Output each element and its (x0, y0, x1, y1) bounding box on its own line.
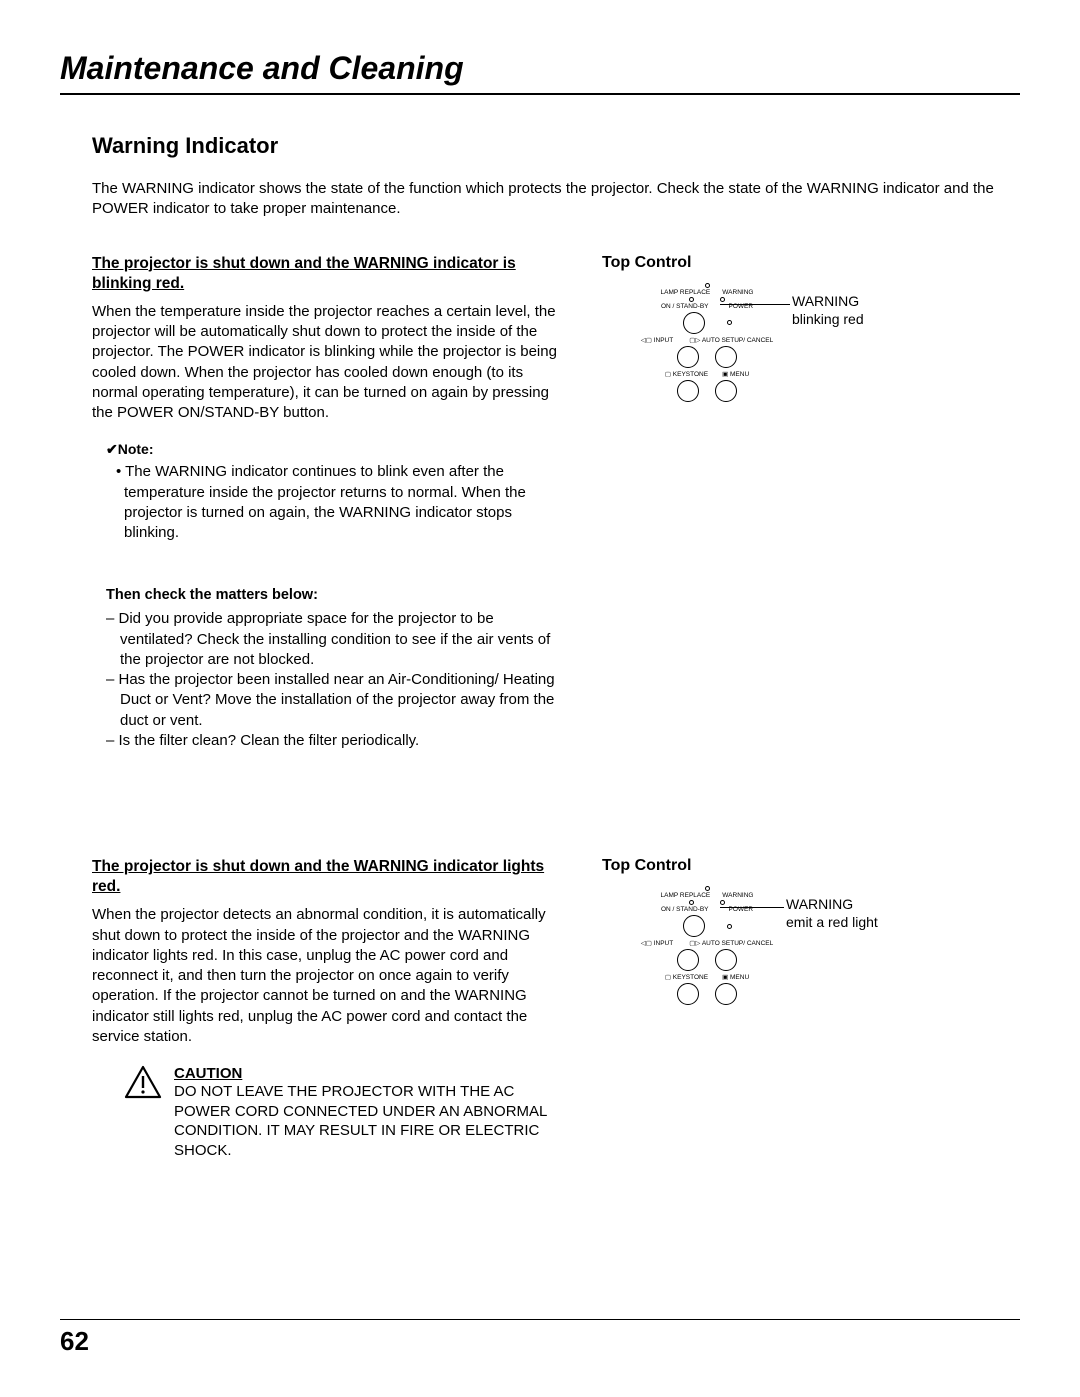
note-label: ✔Note: (106, 441, 562, 458)
block-1-right: Top Control LAMP REPLACE WARNING ON / STA… (602, 254, 962, 752)
lbl-lamp: LAMP REPLACE (661, 289, 711, 296)
lbl-input: INPUT (654, 940, 674, 947)
block2-heading: The projector is shut down and the WARNI… (92, 857, 562, 897)
callout-warning: WARNING (792, 292, 864, 310)
check-item: – Did you provide appropriate space for … (106, 609, 562, 670)
page-footer: 62 (60, 1319, 1020, 1357)
lbl-auto: AUTO SETUP/ CANCEL (702, 337, 773, 344)
check-item: – Has the projector been installed near … (106, 670, 562, 731)
panel1-title: Top Control (602, 254, 962, 272)
lbl-menu: MENU (730, 974, 749, 981)
page-number: 62 (60, 1326, 1020, 1357)
page-title: Maintenance and Cleaning (60, 50, 1020, 95)
block-2-left: The projector is shut down and the WARNI… (92, 857, 562, 1160)
lbl-menu: MENU (730, 371, 749, 378)
callout-blinking: blinking red (792, 310, 864, 328)
lbl-input: INPUT (654, 337, 674, 344)
block1-body: When the temperature inside the projecto… (92, 302, 562, 424)
lbl-keystone: KEYSTONE (673, 974, 708, 981)
panel2-callout: WARNING emit a red light (786, 895, 878, 931)
block-1: The projector is shut down and the WARNI… (92, 254, 1020, 752)
intro-paragraph: The WARNING indicator shows the state of… (92, 179, 1020, 220)
lbl-standby: ON / STAND-BY (661, 906, 709, 913)
section-title: Warning Indicator (92, 133, 1020, 159)
lbl-auto: AUTO SETUP/ CANCEL (702, 940, 773, 947)
caution-heading: CAUTION (174, 1065, 562, 1082)
note-text: • The WARNING indicator continues to bli… (124, 462, 562, 543)
top-control-diagram-1: LAMP REPLACEWARNING ON / STAND-BYPOWER ◁… (602, 282, 932, 442)
block-1-left: The projector is shut down and the WARNI… (92, 254, 562, 752)
caution-icon (124, 1065, 162, 1160)
panel2-title: Top Control (602, 857, 962, 875)
lbl-keystone: KEYSTONE (673, 371, 708, 378)
block2-body: When the projector detects an abnormal c… (92, 905, 562, 1047)
top-control-diagram-2: LAMP REPLACEWARNING ON / STAND-BYPOWER ◁… (602, 885, 932, 1045)
check-item: – Is the filter clean? Clean the filter … (106, 731, 562, 751)
callout-emit: emit a red light (786, 913, 878, 931)
caution-body: DO NOT LEAVE THE PROJECTOR WITH THE AC P… (174, 1082, 562, 1160)
block1-heading: The projector is shut down and the WARNI… (92, 254, 562, 294)
check-list: – Did you provide appropriate space for … (106, 609, 562, 751)
lbl-warning: WARNING (722, 892, 753, 899)
lbl-standby: ON / STAND-BY (661, 303, 709, 310)
panel1-callout: WARNING blinking red (792, 292, 864, 328)
lbl-lamp: LAMP REPLACE (661, 892, 711, 899)
callout-warning: WARNING (786, 895, 878, 913)
check-label: Then check the matters below: (106, 587, 562, 603)
block-2-right: Top Control LAMP REPLACE WARNING ON / STA… (602, 857, 962, 1160)
lbl-warning: WARNING (722, 289, 753, 296)
caution-block: CAUTION DO NOT LEAVE THE PROJECTOR WITH … (124, 1065, 562, 1160)
block-2: The projector is shut down and the WARNI… (92, 857, 1020, 1160)
